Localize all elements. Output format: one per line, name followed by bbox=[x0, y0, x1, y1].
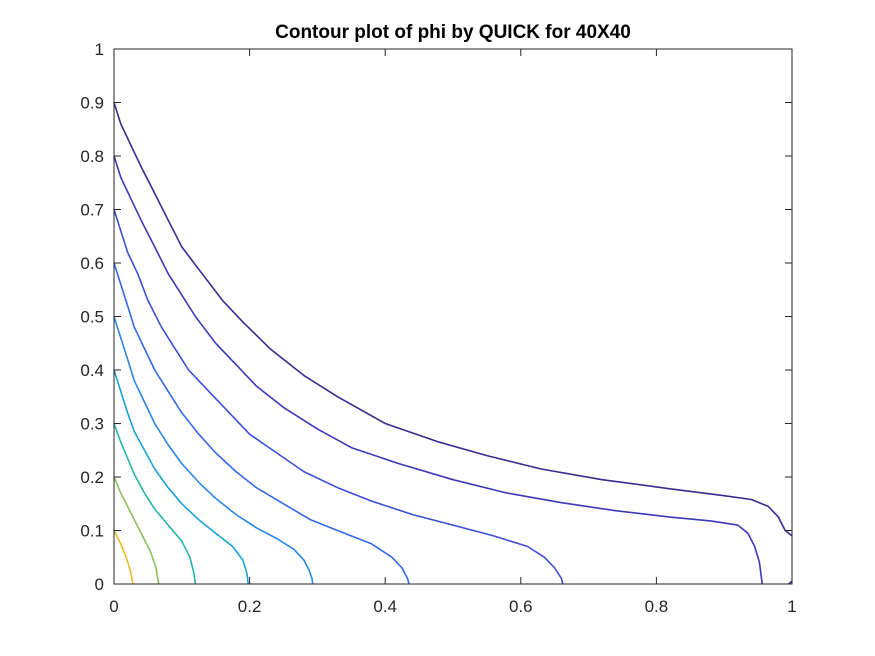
x-tick-label-1: 0.2 bbox=[238, 597, 262, 616]
y-tick-label-10: 1 bbox=[95, 40, 104, 59]
x-tick-label-2: 0.4 bbox=[373, 597, 397, 616]
x-tick-label-3: 0.6 bbox=[509, 597, 533, 616]
chart-title: Contour plot of phi by QUICK for 40X40 bbox=[275, 22, 631, 43]
y-tick-label-6: 0.6 bbox=[80, 254, 104, 273]
contour-line-1 bbox=[113, 102, 793, 537]
y-tick-label-3: 0.3 bbox=[80, 415, 104, 434]
contour-line-8 bbox=[113, 476, 160, 585]
x-tick-label-5: 1 bbox=[787, 597, 796, 616]
contour-line-4 bbox=[113, 262, 410, 585]
y-tick-label-4: 0.4 bbox=[80, 361, 104, 380]
x-tick-label-4: 0.8 bbox=[645, 597, 669, 616]
contour-line-3 bbox=[113, 209, 564, 585]
y-tick-label-7: 0.7 bbox=[80, 201, 104, 220]
y-tick-label-0: 0 bbox=[95, 575, 104, 594]
contour-line-9 bbox=[113, 530, 134, 585]
axes: 0 0.2 0.4 0.6 0.8 1 0 0.1 0.2 0.3 0.4 0.5 0.6 0.7 0.8 0… bbox=[80, 40, 796, 616]
y-tick-label-1: 0.1 bbox=[80, 522, 104, 541]
y-tick-label-9: 0.9 bbox=[80, 94, 104, 113]
y-tick-label-5: 0.5 bbox=[80, 308, 104, 327]
y-tick-label-2: 0.2 bbox=[80, 468, 104, 487]
contour-lines bbox=[113, 102, 793, 585]
y-tick-label-8: 0.8 bbox=[80, 147, 104, 166]
plot-area bbox=[114, 49, 792, 584]
contour-line-6 bbox=[113, 369, 249, 585]
x-tick-label-0: 0 bbox=[109, 597, 118, 616]
contour-line-7 bbox=[113, 423, 197, 585]
contour-line-2 bbox=[113, 155, 763, 585]
contour-line-5 bbox=[113, 316, 314, 585]
